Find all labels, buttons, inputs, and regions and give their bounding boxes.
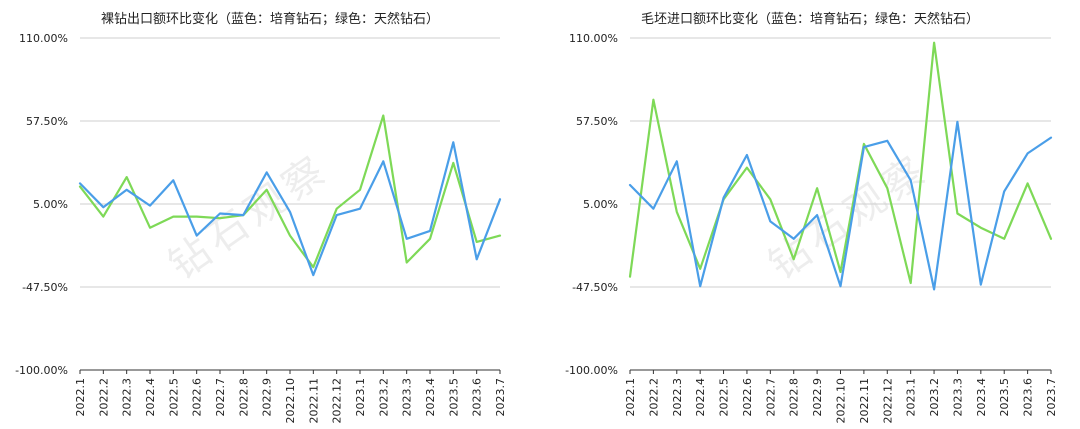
y-tick-label: 110.00% — [19, 32, 68, 45]
x-tick-label: 2022.12 — [881, 378, 894, 424]
x-tick-label: 2022.3 — [671, 378, 684, 417]
y-tick-label: -100.00% — [565, 364, 618, 377]
series-line-blue — [628, 120, 1053, 291]
y-tick-label: -100.00% — [15, 364, 68, 377]
y-tick-label: 57.50% — [26, 115, 68, 128]
x-tick-label: 2023.4 — [424, 378, 437, 417]
x-tick-label: 2022.8 — [788, 378, 801, 417]
x-tick-label: 2022.1 — [624, 378, 637, 417]
series-line-green — [628, 41, 1053, 285]
line-chart: 110.00%57.50%5.00%-47.50%-100.00%2022.1 2… — [15, 32, 507, 424]
x-tick-label: 2022.10 — [284, 378, 297, 424]
y-tick-label: 110.00% — [569, 32, 618, 45]
x-tick-label: 2022.6 — [191, 378, 204, 417]
import-chart-panel: 毛坯进口额环比变化（蓝色：培育钻石；绿色：天然钻石） 钻石观察 110.00% 5… — [540, 0, 1080, 429]
x-tick-label: 2023.3 — [951, 378, 964, 417]
chart-title: 裸钻出口额环比变化（蓝色：培育钻石；绿色：天然钻石） — [100, 12, 439, 27]
x-tick-label: 2023.7 — [494, 378, 507, 417]
x-tick-label: 2022.10 — [835, 378, 848, 424]
x-tick-label: 2023.5 — [447, 378, 460, 417]
x-tick-label: 2022.5 — [718, 378, 731, 417]
x-tick-label: 2023.7 — [1045, 378, 1058, 417]
x-tick-label: 2022.1 — [74, 378, 87, 417]
y-tick-label: 5.00% — [33, 198, 68, 211]
x-tick-label: 2023.4 — [975, 378, 988, 417]
x-tick-label: 2023.2 — [377, 378, 390, 417]
x-tick-label: 2022.9 — [811, 378, 824, 417]
y-tick-label: -47.50% — [572, 281, 618, 294]
x-tick-label: 2022.2 — [97, 378, 110, 417]
x-tick-label: 2023.5 — [998, 378, 1011, 417]
x-tick-label: 2022.11 — [307, 378, 320, 424]
x-tick-label: 2022.8 — [237, 378, 250, 417]
series-line-blue — [78, 141, 502, 277]
x-tick-label: 2022.7 — [214, 378, 227, 417]
x-tick-label: 2023.6 — [1022, 378, 1035, 417]
x-tick-label: 2023.6 — [471, 378, 484, 417]
x-tick-label: 2022.4 — [694, 378, 707, 417]
line-chart: 110.00%57.50%5.00%-47.50%-100.00%2022.1 2… — [565, 32, 1058, 424]
y-tick-label: -47.50% — [22, 281, 68, 294]
x-tick-label: 2022.2 — [647, 378, 660, 417]
x-tick-label: 2022.5 — [167, 378, 180, 417]
x-tick-label: 2022.4 — [144, 378, 157, 417]
x-tick-label: 2022.6 — [741, 378, 754, 417]
x-tick-label: 2022.12 — [331, 378, 344, 424]
y-tick-label: 57.50% — [576, 115, 618, 128]
x-tick-label: 2022.11 — [858, 378, 871, 424]
x-tick-label: 2023.1 — [905, 378, 918, 417]
x-tick-label: 2023.2 — [928, 378, 941, 417]
export-chart-panel: 裸钻出口额环比变化（蓝色：培育钻石；绿色：天然钻石） 钻石观察 110.00% 5… — [15, 12, 507, 424]
x-tick-label: 2022.3 — [121, 378, 134, 417]
y-tick-label: 5.00% — [583, 198, 618, 211]
x-tick-label: 2022.7 — [764, 378, 777, 417]
x-tick-label: 2023.3 — [401, 378, 414, 417]
chart-title: 毛坯进口额环比变化（蓝色：培育钻石；绿色：天然钻石） — [640, 12, 979, 27]
x-tick-label: 2023.1 — [354, 378, 367, 417]
series-line-green — [78, 114, 502, 269]
x-tick-label: 2022.9 — [261, 378, 274, 417]
